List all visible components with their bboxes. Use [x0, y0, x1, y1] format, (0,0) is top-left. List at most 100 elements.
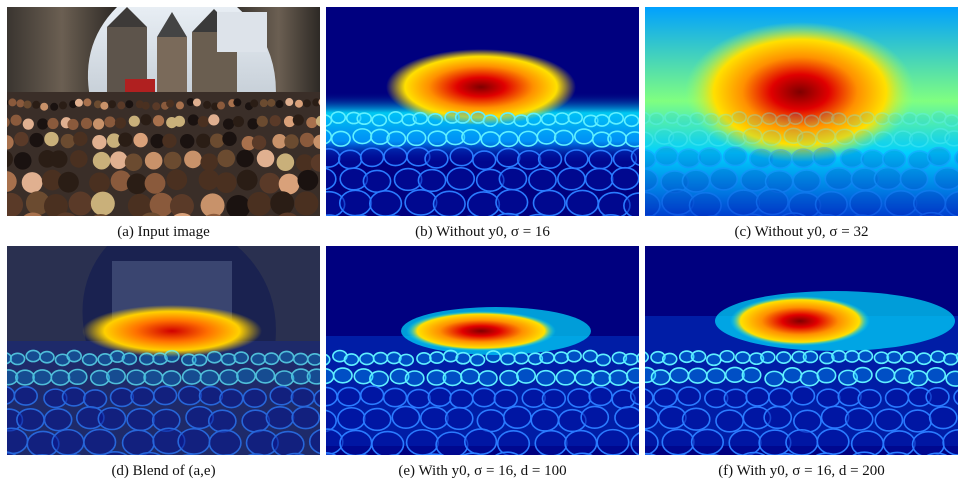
crowd-head — [16, 99, 25, 108]
density-cell — [541, 388, 567, 409]
crowd-head — [124, 153, 143, 172]
crowd-head — [141, 101, 150, 110]
density-cell — [874, 408, 904, 432]
density-cell — [66, 349, 82, 363]
density-cell — [255, 367, 276, 384]
density-cell — [901, 111, 918, 125]
crowd-head — [125, 100, 134, 109]
crowd-head — [236, 169, 258, 191]
density-cell — [944, 190, 958, 216]
density-cell — [351, 214, 368, 216]
density-cell — [337, 406, 366, 431]
density-cell — [584, 167, 614, 192]
density-cell — [853, 129, 874, 146]
crowd-head — [92, 118, 105, 130]
density-cell — [571, 452, 593, 455]
density-cell — [882, 430, 916, 455]
density-cell — [339, 429, 373, 455]
density-cell — [401, 113, 417, 127]
density-cell — [425, 453, 443, 455]
density-cell — [513, 351, 530, 365]
density-cell — [406, 388, 432, 409]
crowd-head — [7, 135, 14, 150]
density-cell — [645, 388, 654, 408]
density-cell — [669, 367, 690, 384]
crowd-head — [217, 149, 236, 168]
crowd-head — [50, 102, 59, 111]
crowd-head — [117, 101, 126, 110]
density-cell — [527, 352, 544, 366]
density-map-b — [326, 7, 639, 216]
density-cell — [748, 352, 765, 366]
crowd-head — [276, 153, 295, 172]
crowd-head — [313, 134, 320, 149]
density-cell — [521, 388, 546, 409]
density-cell — [207, 409, 237, 433]
crowd-head — [295, 154, 314, 172]
crowd-head — [8, 98, 17, 107]
density-cell — [97, 406, 127, 431]
density-cell — [242, 388, 267, 408]
crowd-head — [25, 191, 50, 216]
density-cell — [719, 349, 735, 363]
density-cell — [676, 386, 702, 407]
density-cell — [689, 112, 706, 125]
density-cell — [391, 405, 421, 429]
density-cell — [427, 387, 452, 408]
density-cell — [852, 366, 873, 384]
crowd-head — [192, 98, 201, 107]
density-cell — [588, 149, 613, 170]
crowd-head — [232, 115, 245, 128]
density-cell — [499, 112, 516, 125]
density-cell — [803, 114, 820, 128]
crowd-head — [32, 100, 41, 109]
crowd-head — [278, 212, 297, 216]
density-cell — [933, 166, 958, 191]
crowd-head — [29, 132, 44, 148]
density-cell — [653, 387, 678, 408]
density-cell — [191, 353, 208, 367]
density-cell — [362, 407, 392, 432]
crowd-head — [7, 117, 10, 128]
density-cell — [918, 211, 945, 216]
crowd-photo — [7, 7, 320, 216]
crowd-head — [166, 169, 188, 191]
crowd-head — [259, 172, 281, 194]
density-cell — [482, 114, 499, 128]
density-cell — [955, 352, 958, 361]
density-cell — [846, 114, 863, 128]
crowd-head — [74, 98, 83, 107]
crowd-head — [208, 114, 220, 126]
density-cell — [567, 388, 592, 408]
density-cell — [791, 350, 807, 364]
density-cell — [109, 387, 135, 408]
density-cell — [126, 407, 156, 432]
density-cell — [782, 367, 803, 384]
density-cell — [89, 369, 110, 387]
density-cell — [7, 451, 17, 455]
crowd-head — [142, 212, 161, 216]
crowd-head — [37, 118, 49, 130]
density-cell — [591, 131, 612, 148]
density-cell — [931, 110, 947, 124]
density-cell — [708, 130, 729, 147]
crowd-head — [108, 100, 117, 109]
density-cell — [326, 409, 337, 433]
crowd-head — [267, 98, 276, 107]
density-cell — [792, 169, 822, 193]
density-cell — [591, 370, 612, 387]
crowd-head — [149, 192, 174, 216]
crowd-head — [222, 118, 235, 130]
density-cell — [427, 130, 448, 147]
density-cell — [645, 149, 657, 170]
density-cell — [389, 368, 410, 385]
density-cell — [709, 167, 739, 191]
density-cell — [15, 369, 36, 386]
density-cell — [26, 430, 60, 455]
density-cell — [812, 147, 837, 168]
density-map-f — [645, 246, 958, 455]
density-cell — [338, 189, 373, 216]
density-cell — [944, 130, 958, 147]
density-cell — [859, 111, 875, 125]
density-cell — [454, 110, 471, 124]
